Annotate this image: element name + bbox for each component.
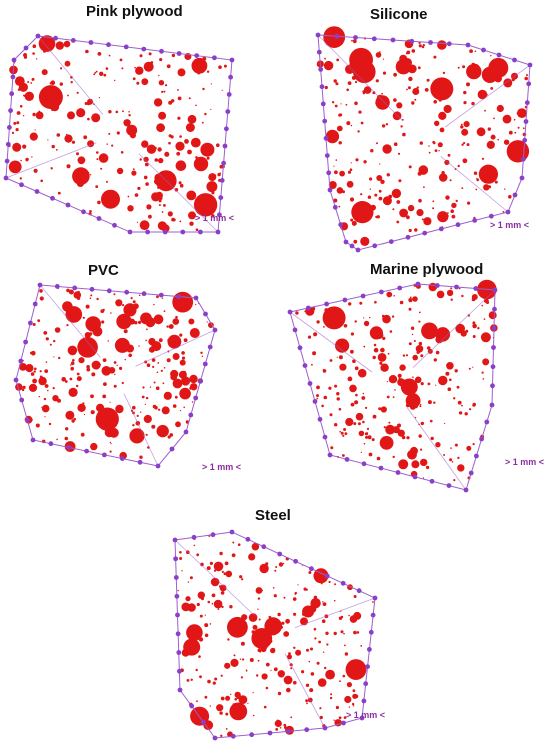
panel-title: Marine plywood [370,261,484,278]
scale-label: > 1 mm < [195,213,235,223]
scale-label: > 1 mm < [505,457,545,467]
pores [174,534,374,738]
panel-title: Steel [255,507,291,524]
panel-title: Pink plywood [86,3,183,20]
pores [316,26,530,246]
scale-label: > 1 mm < [490,220,530,230]
panel-title: Silicone [370,6,428,23]
pores [8,35,232,233]
scale-label: > 1 mm < [346,710,386,720]
panel-title: PVC [88,262,119,279]
pores [295,279,498,482]
scale-label: > 1 mm < [202,462,242,472]
